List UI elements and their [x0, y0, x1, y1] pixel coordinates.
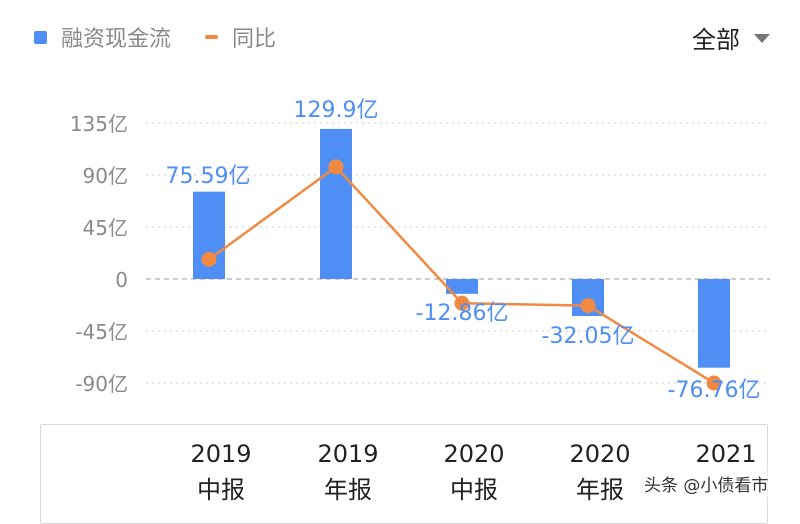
x-tick-label: 2019 年报	[308, 436, 388, 508]
bar-value-label: -12.86亿	[416, 301, 509, 326]
chart-legend: 融资现金流 同比	[34, 22, 276, 52]
period-filter-label: 全部	[692, 26, 740, 54]
bar-value-label: 75.59亿	[166, 164, 251, 189]
x-tick-period: 年报	[576, 476, 624, 504]
chevron-down-icon	[754, 34, 770, 43]
legend-line-swatch	[205, 35, 219, 39]
yoy-point	[201, 251, 217, 267]
y-tick-label: 45亿	[83, 216, 128, 240]
y-tick-label: 90亿	[83, 164, 128, 188]
x-tick-year: 2021	[695, 440, 757, 468]
bar	[320, 128, 352, 279]
x-tick-label: 2020 年报	[560, 436, 640, 508]
x-tick-period: 年报	[324, 476, 372, 504]
bar-value-label: 129.9亿	[294, 98, 379, 123]
legend-line-label: 同比	[232, 27, 277, 52]
x-tick-year: 2019	[190, 440, 252, 468]
yoy-line	[208, 165, 715, 385]
x-tick-year: 2019	[317, 440, 379, 468]
x-tick-year: 2020	[569, 440, 631, 468]
bar	[698, 279, 730, 368]
y-tick-label: -45亿	[75, 320, 128, 344]
y-tick-label: 135亿	[70, 112, 128, 136]
yoy-point	[580, 298, 596, 314]
x-tick-period: 中报	[450, 476, 498, 504]
legend-bar-swatch	[34, 30, 47, 44]
y-tick-label: -90亿	[75, 372, 128, 396]
yoy-point	[328, 159, 344, 175]
legend-bar-label: 融资现金流	[61, 27, 172, 52]
chart-plot-area: 135亿 90亿 45亿 0 -45亿 -90亿 75.59亿 129.9亿 -12.86亿 -3…	[70, 98, 770, 403]
yoy-point	[454, 295, 470, 311]
yoy-point	[706, 375, 722, 391]
x-tick-year: 2020	[443, 440, 505, 468]
x-tick-label: 2021	[686, 436, 766, 472]
x-tick-period: 中报	[197, 476, 245, 504]
x-tick-label: 2020 中报	[434, 436, 514, 508]
watermark-text: 头条 @小债看市	[640, 470, 773, 497]
period-filter-dropdown[interactable]: 全部	[692, 20, 770, 55]
y-tick-label: 0	[115, 268, 128, 292]
bar	[446, 279, 478, 294]
bar-value-label: -76.76亿	[668, 378, 761, 403]
x-tick-label: 2019 中报	[181, 436, 261, 508]
bar-value-label: -32.05亿	[542, 324, 635, 349]
